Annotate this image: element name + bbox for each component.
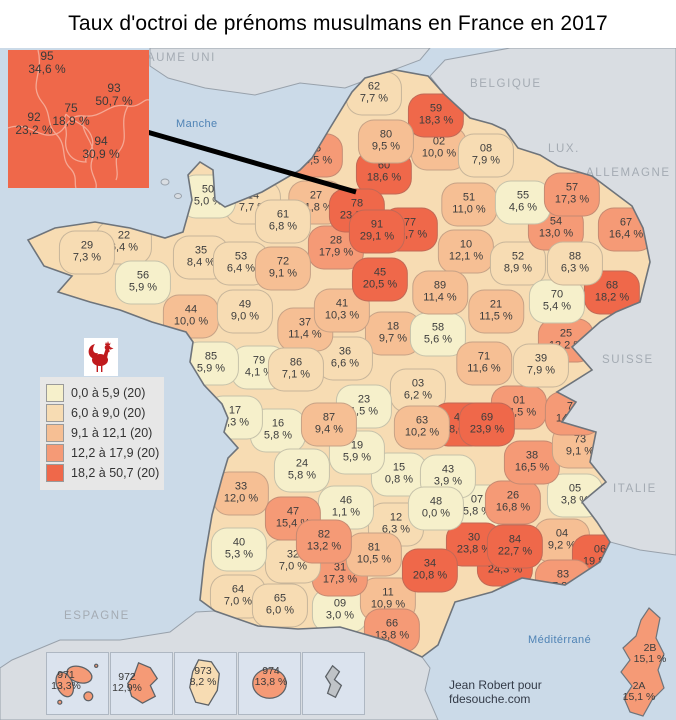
legend-label: 18,2 à 50,7 (20) [71, 466, 160, 480]
legend-swatch [46, 404, 64, 422]
legend-swatch [46, 464, 64, 482]
overseas-box-mayotte [302, 652, 365, 715]
legend-swatch [46, 424, 64, 442]
legend-item: 12,2 à 17,9 (20) [46, 444, 160, 462]
legend-item: 0,0 à 5,9 (20) [46, 384, 158, 402]
legend-swatch [46, 384, 64, 402]
overseas-label-972: 972 12,9% [112, 671, 142, 694]
legend-swatch [46, 444, 64, 462]
legend-item: 9,1 à 12,1 (20) [46, 424, 158, 442]
rooster-icon [84, 338, 118, 376]
inset-department-94: 94 30,9 % [82, 134, 120, 161]
attribution-line1: Jean Robert pour [449, 678, 542, 692]
inset-department-93: 93 50,7 % [95, 81, 133, 108]
legend-label: 9,1 à 12,1 (20) [71, 426, 153, 440]
attribution-line2: fdesouche.com [449, 692, 531, 706]
idf-zoom-inset: 95 34,6 % 93 50,7 % 92 23,2 % 75 18,9 % 94 30,9 % [8, 50, 149, 188]
overseas-label-971: 971 13,3% [51, 669, 81, 692]
legend-item: 18,2 à 50,7 (20) [46, 464, 160, 482]
legend-item: 6,0 à 9,0 (20) [46, 404, 158, 422]
legend-label: 0,0 à 5,9 (20) [71, 386, 146, 400]
overseas-label-974: 974 13,8 % [254, 665, 288, 688]
inset-department-92: 92 23,2 % [15, 110, 53, 137]
inset-department-95: 95 34,6 % [28, 49, 66, 76]
map-title: Taux d'octroi de prénoms musulmans en Fr… [68, 12, 608, 35]
overseas-label-973: 973 8,2 % [189, 665, 217, 688]
inset-department-75: 75 18,9 % [52, 101, 90, 128]
legend: 0,0 à 5,9 (20) 6,0 à 9,0 (20) 9,1 à 12,1 (… [40, 377, 164, 490]
attribution: Jean Robert pour fdesouche.com [449, 678, 542, 706]
legend-label: 6,0 à 9,0 (20) [71, 406, 146, 420]
title-band: Taux d'octroi de prénoms musulmans en Fr… [0, 0, 676, 48]
legend-label: 12,2 à 17,9 (20) [71, 446, 160, 460]
legend-items: 0,0 à 5,9 (20) 6,0 à 9,0 (20) 9,1 à 12,1 (… [46, 384, 160, 482]
